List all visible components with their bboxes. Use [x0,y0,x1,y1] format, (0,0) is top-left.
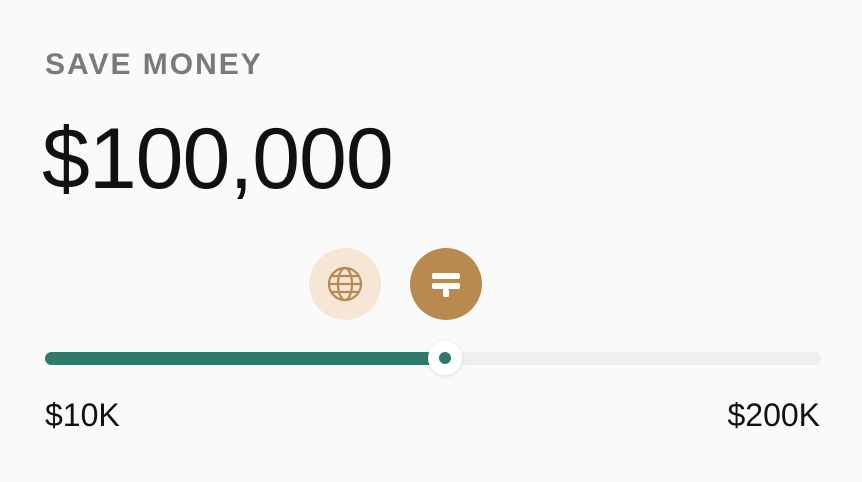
slider-max-label: $200K [727,397,820,433]
savings-slider[interactable] [45,341,821,375]
globe-icon [327,266,363,302]
slider-fill [45,352,446,365]
credit-card-button[interactable] [410,248,482,320]
credit-card-icon [432,273,460,297]
slider-thumb-dot [439,352,452,364]
slider-thumb[interactable] [428,341,463,375]
globe-button[interactable] [309,248,381,320]
page-eyebrow: SAVE MONEY [45,48,263,81]
slider-min-label: $10K [45,397,120,433]
savings-amount: $100,000 [42,111,394,207]
